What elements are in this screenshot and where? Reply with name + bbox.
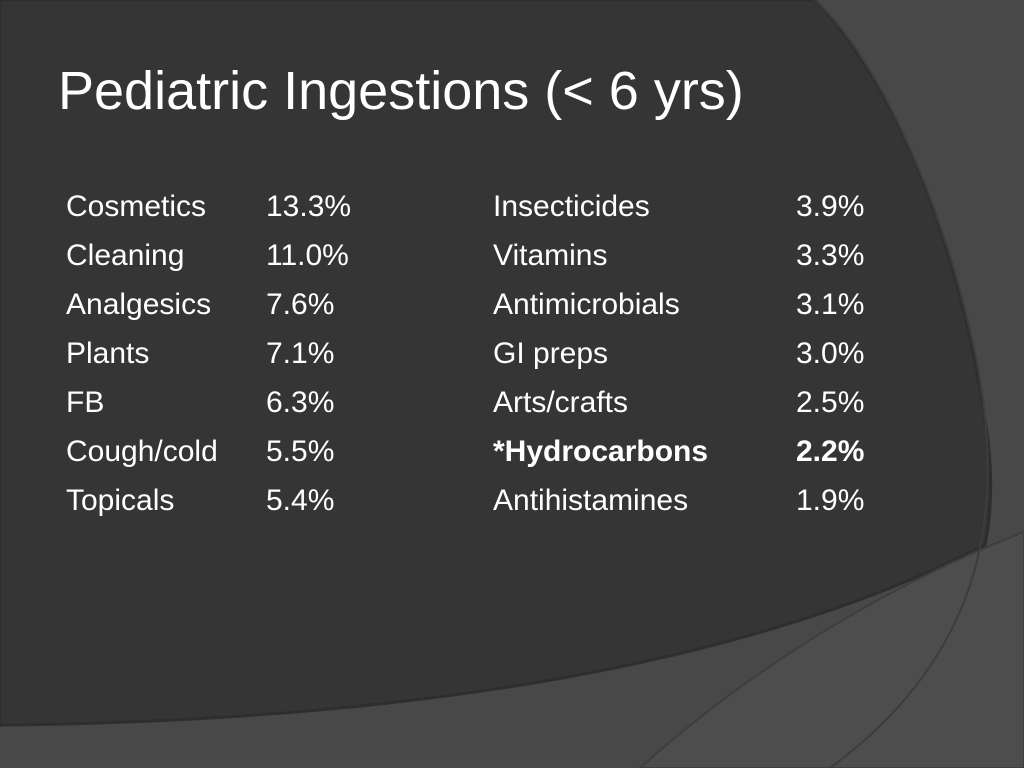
category-name: Insecticides [493, 190, 650, 223]
category-percent: 3.0% [796, 337, 865, 370]
category-name: Cough/cold [66, 435, 218, 468]
category-name: Vitamins [493, 239, 608, 272]
arc [814, 0, 989, 768]
category-percent: 5.5% [266, 435, 335, 468]
category-name: Topicals [66, 484, 175, 517]
category-name: *Hydrocarbons [493, 435, 709, 468]
category-percent: 5.4% [266, 484, 335, 517]
category-percent: 3.9% [796, 190, 865, 223]
category-name: Antimicrobials [493, 288, 680, 321]
category-percent: 3.1% [796, 288, 865, 321]
category-name: Antihistamines [493, 484, 689, 517]
category-percent: 7.1% [266, 337, 335, 370]
category-name: Cleaning [66, 239, 185, 272]
category-name: Plants [66, 337, 150, 370]
slide-title: Pediatric Ingestions (< 6 yrs) [58, 61, 744, 121]
category-name: Analgesics [66, 288, 212, 321]
corner-shape [638, 530, 1024, 768]
category-percent: 2.5% [796, 386, 865, 419]
category-name: Cosmetics [66, 190, 207, 223]
category-percent: 6.3% [266, 386, 335, 419]
category-name: GI preps [493, 337, 609, 370]
category-percent: 7.6% [266, 288, 335, 321]
category-percent: 13.3% [266, 190, 352, 223]
category-percent: 11.0% [266, 239, 349, 272]
category-name: Arts/crafts [493, 386, 629, 419]
category-percent: 2.2% [796, 435, 865, 468]
category-percent: 3.3% [796, 239, 865, 272]
category-name: FB [66, 386, 105, 419]
category-percent: 1.9% [796, 484, 865, 517]
